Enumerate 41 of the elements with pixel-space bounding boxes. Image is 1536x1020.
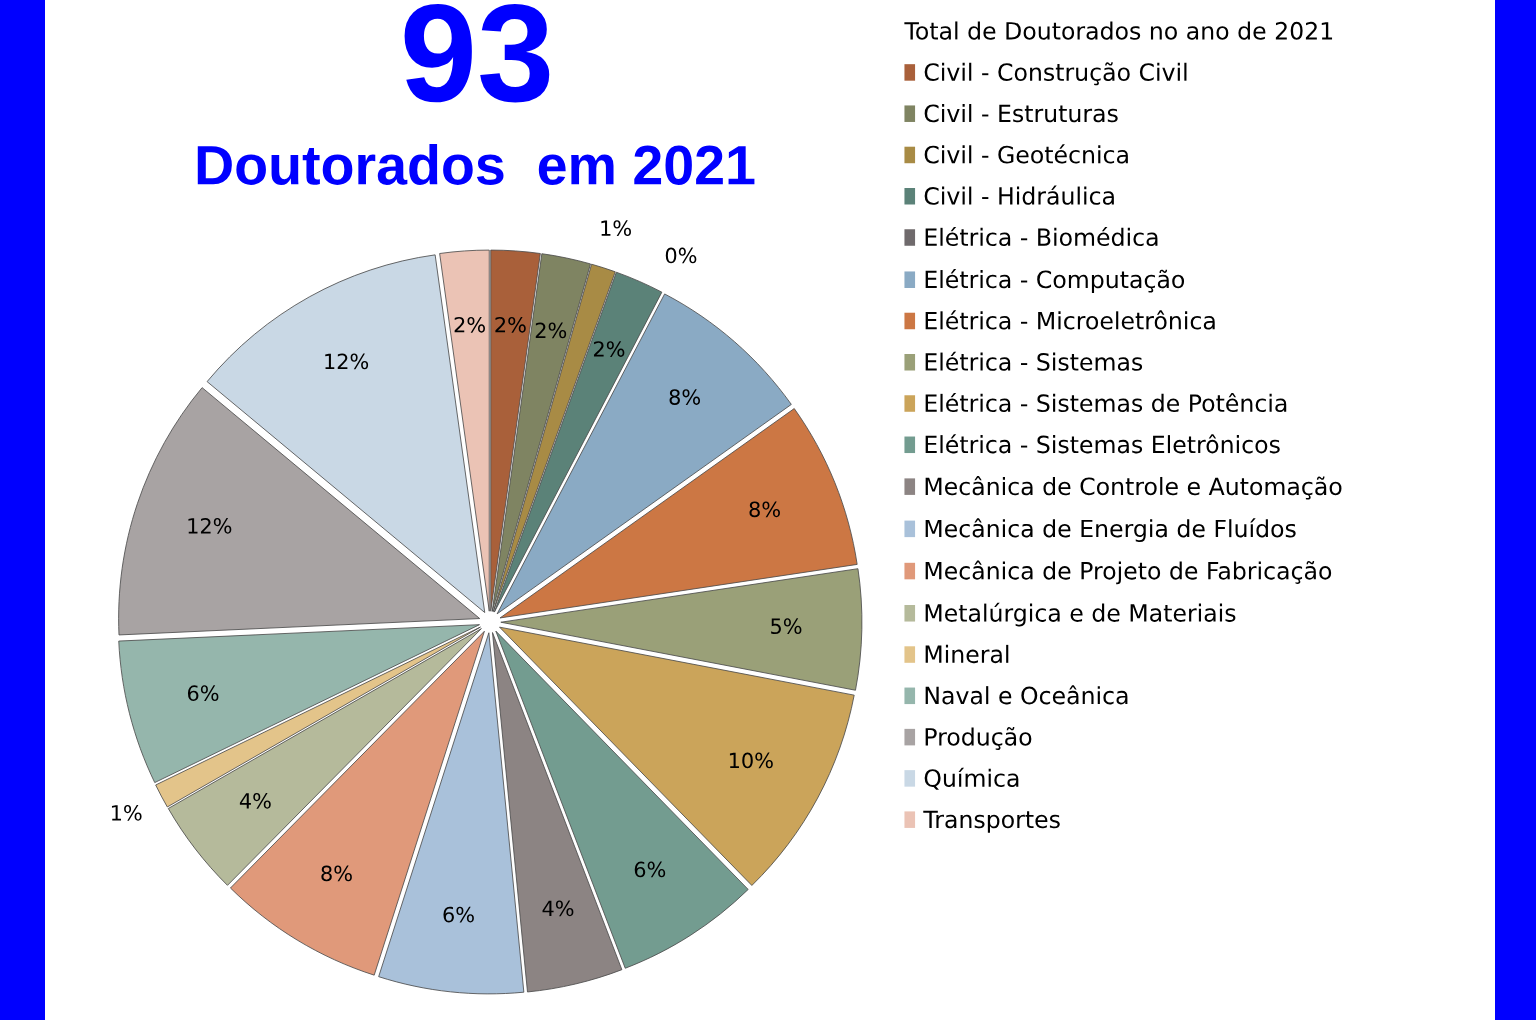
text: Doutorados em 2021 bbox=[197, 144, 755, 185]
data-label: 12% bbox=[188, 517, 232, 534]
legend-label: Elétrica - Biomédica bbox=[925, 226, 1158, 247]
data-label: 2% bbox=[593, 341, 625, 357]
legend-title: Total de Doutorados no ano de 2021 bbox=[904, 21, 1333, 40]
data-label: 6% bbox=[634, 861, 666, 878]
legend-label: Civil - Hidráulica bbox=[924, 185, 1114, 205]
data-label: 2% bbox=[495, 316, 526, 333]
data-label: 8% bbox=[749, 501, 780, 518]
data-label: 8% bbox=[669, 389, 701, 405]
legend-label: Transportes bbox=[923, 810, 1060, 833]
legend-label: Metalúrgica e de Materiais bbox=[925, 602, 1236, 627]
legend-label: Mecânica de Projeto de Fabricação bbox=[925, 560, 1332, 585]
legend-label: Naval e Oceânica bbox=[925, 685, 1128, 705]
data-label: 4% bbox=[542, 900, 574, 917]
data-label: 6% bbox=[187, 685, 219, 702]
legend-label: Civil - Geotécnica bbox=[924, 144, 1128, 164]
data-label: 2% bbox=[535, 322, 567, 339]
data-label: 1% bbox=[111, 804, 142, 821]
legend-label: Civil - Estruturas bbox=[924, 104, 1118, 123]
data-label: 12% bbox=[325, 353, 369, 370]
data-label: 5% bbox=[771, 618, 802, 635]
legend-label: Elétrica - Sistemas bbox=[925, 351, 1143, 371]
data-label: 2% bbox=[454, 316, 485, 333]
legend-label: Química bbox=[924, 767, 1019, 790]
data-label: 8% bbox=[321, 865, 352, 882]
data-label: 6% bbox=[443, 906, 474, 923]
legend-label: Elétrica - Sistemas Eletrônicos bbox=[925, 434, 1280, 454]
legend-label: Mineral bbox=[925, 644, 1009, 664]
data-label: 1% bbox=[601, 220, 631, 237]
legend-label: Mecânica de Controle e Automação bbox=[925, 476, 1342, 500]
legend-label: Produção bbox=[925, 727, 1032, 750]
data-label: 4% bbox=[239, 792, 271, 809]
legend-label: Elétrica - Sistemas de Potência bbox=[925, 392, 1287, 413]
data-label: 10% bbox=[729, 752, 773, 769]
text: 0% bbox=[665, 247, 697, 264]
legend-label: Elétrica - Microeletrônica bbox=[925, 310, 1215, 330]
legend-label: Civil - Construção Civil bbox=[924, 62, 1187, 86]
chart-title: 93 bbox=[404, 3, 550, 103]
legend-label: Elétrica - Computação bbox=[925, 269, 1185, 293]
legend-label: Mecânica de Energia de Fluídos bbox=[925, 518, 1296, 543]
